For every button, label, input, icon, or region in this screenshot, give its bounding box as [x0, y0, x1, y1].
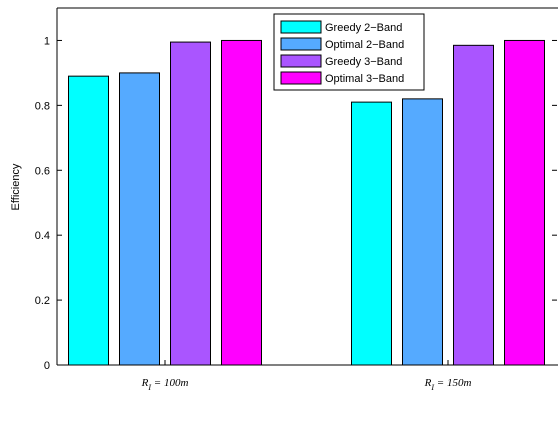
category-rest: = 150m — [434, 377, 471, 389]
y-axis-title: Efficiency — [10, 163, 22, 210]
bar-0-1 — [119, 72, 160, 366]
bar-0-0 — [68, 75, 109, 366]
legend-swatch — [280, 20, 322, 34]
y-tick-label: 0.4 — [35, 230, 50, 242]
category-main: R — [424, 377, 432, 389]
legend-swatch — [280, 54, 322, 68]
y-tick-label: 0.8 — [35, 100, 50, 112]
bar-0-3 — [221, 39, 262, 366]
x-labels-group: RI = 100m RI = 150m — [141, 360, 472, 392]
legend: Greedy 2−Band Optimal 2−Band Greedy 3−Band… — [273, 13, 425, 91]
legend-label: Optimal 3−Band — [325, 73, 404, 85]
y-ticks-group: 0 0.2 0.4 0.6 0.8 1 — [35, 35, 557, 372]
bar-1-1 — [402, 98, 443, 366]
y-tick-label: 0.6 — [35, 165, 50, 177]
bar-1-0 — [351, 101, 392, 366]
x-category-label: RI = 100m — [141, 377, 189, 392]
legend-swatch — [280, 71, 322, 85]
y-tick-label: 0.2 — [35, 295, 50, 307]
legend-label: Greedy 3−Band — [325, 56, 402, 68]
bars-group — [68, 39, 545, 366]
legend-swatch — [280, 37, 322, 51]
bar-1-3 — [504, 39, 545, 366]
y-tick-label: 0 — [44, 360, 50, 372]
y-tick-label: 1 — [44, 35, 50, 47]
category-subscript: I — [430, 383, 434, 392]
legend-label: Greedy 2−Band — [325, 22, 402, 34]
legend-label: Optimal 2−Band — [325, 39, 404, 51]
category-rest: = 100m — [151, 377, 188, 389]
x-category-label: RI = 150m — [424, 377, 472, 392]
bar-0-2 — [170, 41, 211, 366]
category-main: R — [141, 377, 149, 389]
bar-1-2 — [453, 44, 494, 366]
category-subscript: I — [147, 383, 151, 392]
